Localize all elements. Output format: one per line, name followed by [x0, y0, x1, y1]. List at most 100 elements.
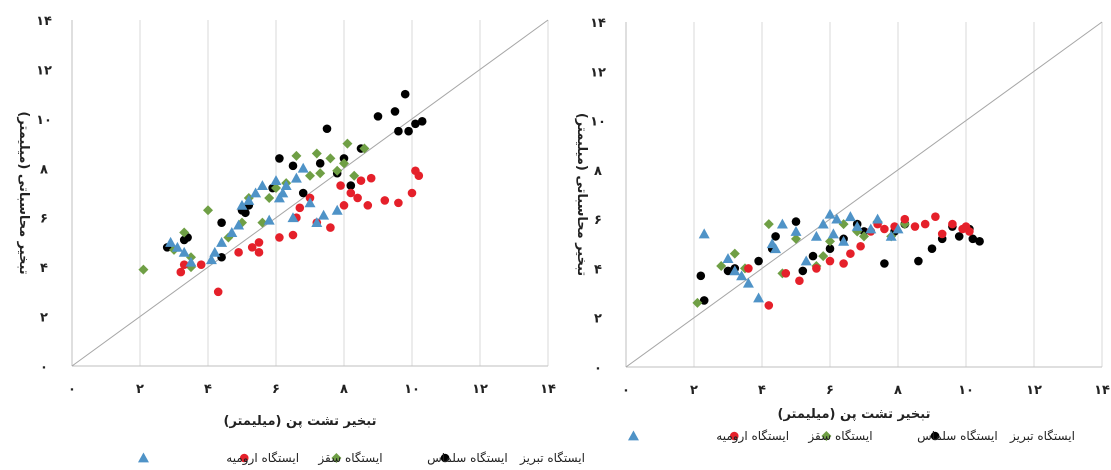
- data-point: [791, 217, 801, 226]
- data-point: [250, 187, 262, 198]
- scatter-chart-right: ۰ ۲ ۴ ۶ ۸ ۱۰ ۱۲ ۱۴ ۰ ۲ ۴ ۶ ۸ ۱۰ ۱۲ ۱۴ تبخیر تشت پن (میلی…: [574, 16, 1110, 444]
- data-point: [256, 180, 268, 190]
- data-point: [257, 217, 268, 228]
- data-point: [264, 192, 275, 203]
- data-point: [332, 165, 343, 176]
- data-point: [885, 230, 897, 241]
- data-point: [209, 246, 221, 257]
- data-point: [243, 194, 255, 205]
- data-point: [233, 219, 245, 230]
- data-point: [414, 171, 424, 180]
- data-point: [346, 181, 356, 190]
- data-point: [812, 264, 821, 273]
- data-point: [179, 260, 189, 269]
- data-point: [931, 212, 940, 221]
- legend-marker: [239, 453, 249, 463]
- data-point: [196, 260, 206, 269]
- data-point: [825, 256, 835, 266]
- data-point: [851, 221, 863, 231]
- legend-label: ایستگاه ارومیه: [716, 429, 789, 444]
- data-point: [810, 230, 822, 241]
- legend-label: ایستگاه سلماس: [917, 429, 998, 444]
- data-point: [298, 188, 308, 198]
- legend-label: ایستگاه سقز: [317, 451, 382, 466]
- data-point: [776, 218, 788, 229]
- data-point: [353, 193, 362, 203]
- data-point: [359, 143, 370, 154]
- data-point: [965, 227, 974, 236]
- x-tick-label: ۸: [340, 382, 348, 397]
- x-tick-label: ۴: [758, 383, 766, 398]
- y-tick-label: ۶: [594, 213, 602, 228]
- data-point: [275, 233, 284, 242]
- data-point: [927, 244, 937, 254]
- x-tick-label: ۱۴: [1094, 383, 1110, 398]
- data-point: [400, 89, 410, 99]
- y-tick-label: ۰: [40, 360, 48, 375]
- x-tick-label: ۰: [622, 383, 630, 398]
- data-point: [856, 241, 865, 251]
- x-tick-label: ۶: [826, 383, 834, 398]
- reference-line-1-to-1: [625, 21, 1103, 368]
- data-point: [305, 170, 315, 181]
- data-point: [349, 170, 360, 181]
- x-tick-label: ۱۰: [958, 383, 974, 398]
- data-point: [914, 256, 923, 266]
- data-point: [696, 271, 706, 281]
- data-point: [326, 223, 335, 232]
- data-point: [817, 218, 829, 229]
- data-point: [417, 117, 427, 126]
- data-point: [311, 148, 322, 159]
- data-point: [764, 301, 774, 310]
- data-point: [948, 219, 957, 229]
- data-point: [744, 264, 753, 273]
- data-point: [844, 211, 856, 222]
- reference-line-1-to-1: [71, 19, 549, 367]
- data-point: [824, 208, 836, 219]
- data-point: [880, 224, 889, 234]
- data-point: [275, 154, 284, 163]
- legend-marker: [137, 452, 149, 463]
- x-tick-label: ۱۲: [472, 382, 488, 397]
- data-point: [336, 181, 345, 190]
- data-point: [798, 266, 808, 276]
- data-point: [216, 236, 228, 247]
- legend-marker: [729, 431, 739, 441]
- x-tick-label: ۴: [204, 382, 212, 397]
- data-point: [254, 248, 264, 257]
- legend-marker: [821, 431, 832, 441]
- data-point: [277, 187, 289, 198]
- data-point: [404, 126, 413, 136]
- data-point: [236, 199, 248, 210]
- data-point: [234, 248, 243, 257]
- data-point: [318, 209, 330, 220]
- data-point: [838, 235, 850, 246]
- data-point: [178, 246, 190, 257]
- data-point: [900, 214, 910, 224]
- data-point: [892, 223, 904, 234]
- data-point: [263, 214, 275, 225]
- data-point: [968, 234, 978, 244]
- data-point: [288, 161, 298, 171]
- data-point: [800, 255, 812, 266]
- data-point: [729, 265, 741, 276]
- data-point: [736, 270, 748, 281]
- data-point: [975, 237, 984, 246]
- data-point: [954, 232, 964, 241]
- legend-label: ایستگاه سلماس: [427, 451, 508, 466]
- data-point: [722, 253, 734, 263]
- data-point: [839, 259, 848, 268]
- data-point: [205, 254, 217, 265]
- data-point: [171, 241, 183, 252]
- data-point: [373, 112, 383, 121]
- data-point: [356, 176, 366, 185]
- y-tick-label: ۰: [594, 361, 602, 376]
- data-point: [339, 158, 349, 169]
- y-tick-label: ۱۴: [590, 16, 606, 31]
- legend-marker: [331, 453, 342, 463]
- x-tick-label: ۲: [136, 382, 144, 397]
- legend-marker: [440, 453, 450, 463]
- data-point: [217, 218, 226, 227]
- data-point: [311, 217, 323, 228]
